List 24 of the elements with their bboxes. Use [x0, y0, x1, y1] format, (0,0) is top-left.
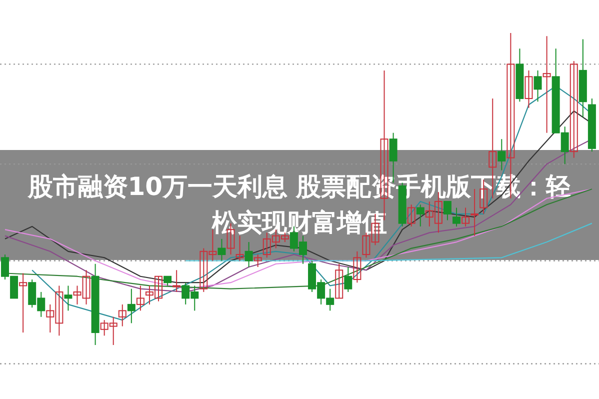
candlestick [136, 285, 144, 312]
candlestick [416, 204, 424, 227]
candlestick [164, 276, 172, 286]
candlestick [462, 207, 470, 227]
candlestick [452, 207, 460, 227]
candlestick [542, 36, 551, 134]
candlestick [524, 70, 533, 108]
candlestick [335, 263, 344, 299]
candlestick [118, 304, 126, 327]
candlestick [498, 138, 506, 171]
candlestick [254, 254, 262, 268]
candlestick [443, 200, 452, 221]
candlestick [244, 242, 253, 268]
candlestick [570, 60, 578, 158]
candlestick [534, 70, 542, 102]
candlestick [19, 272, 28, 334]
candlestick [218, 238, 226, 262]
candlestick [344, 266, 352, 292]
candlestick [64, 285, 72, 312]
candlestick [407, 204, 416, 227]
candlestick [127, 288, 136, 324]
candlestick [236, 235, 244, 262]
candlestick [172, 270, 181, 292]
candlestick [353, 250, 362, 284]
